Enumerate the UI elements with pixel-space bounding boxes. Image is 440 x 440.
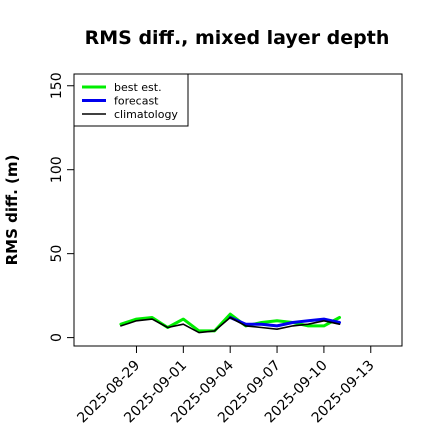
legend-label: forecast: [114, 95, 159, 108]
legend-label: best est.: [114, 81, 162, 94]
y-tick-label: 100: [49, 156, 65, 183]
y-tick-label: 50: [49, 245, 65, 263]
plot-frame: [73, 73, 403, 347]
chart-title: RMS diff., mixed layer depth: [85, 27, 390, 49]
legend-label: climatology: [114, 108, 178, 121]
y-tick-label: 0: [49, 333, 65, 342]
y-axis-label: RMS diff. (m): [3, 155, 21, 266]
y-tick-label: 150: [49, 72, 65, 99]
series-line-2: [228, 316, 341, 328]
series-line-3: [120, 316, 341, 334]
